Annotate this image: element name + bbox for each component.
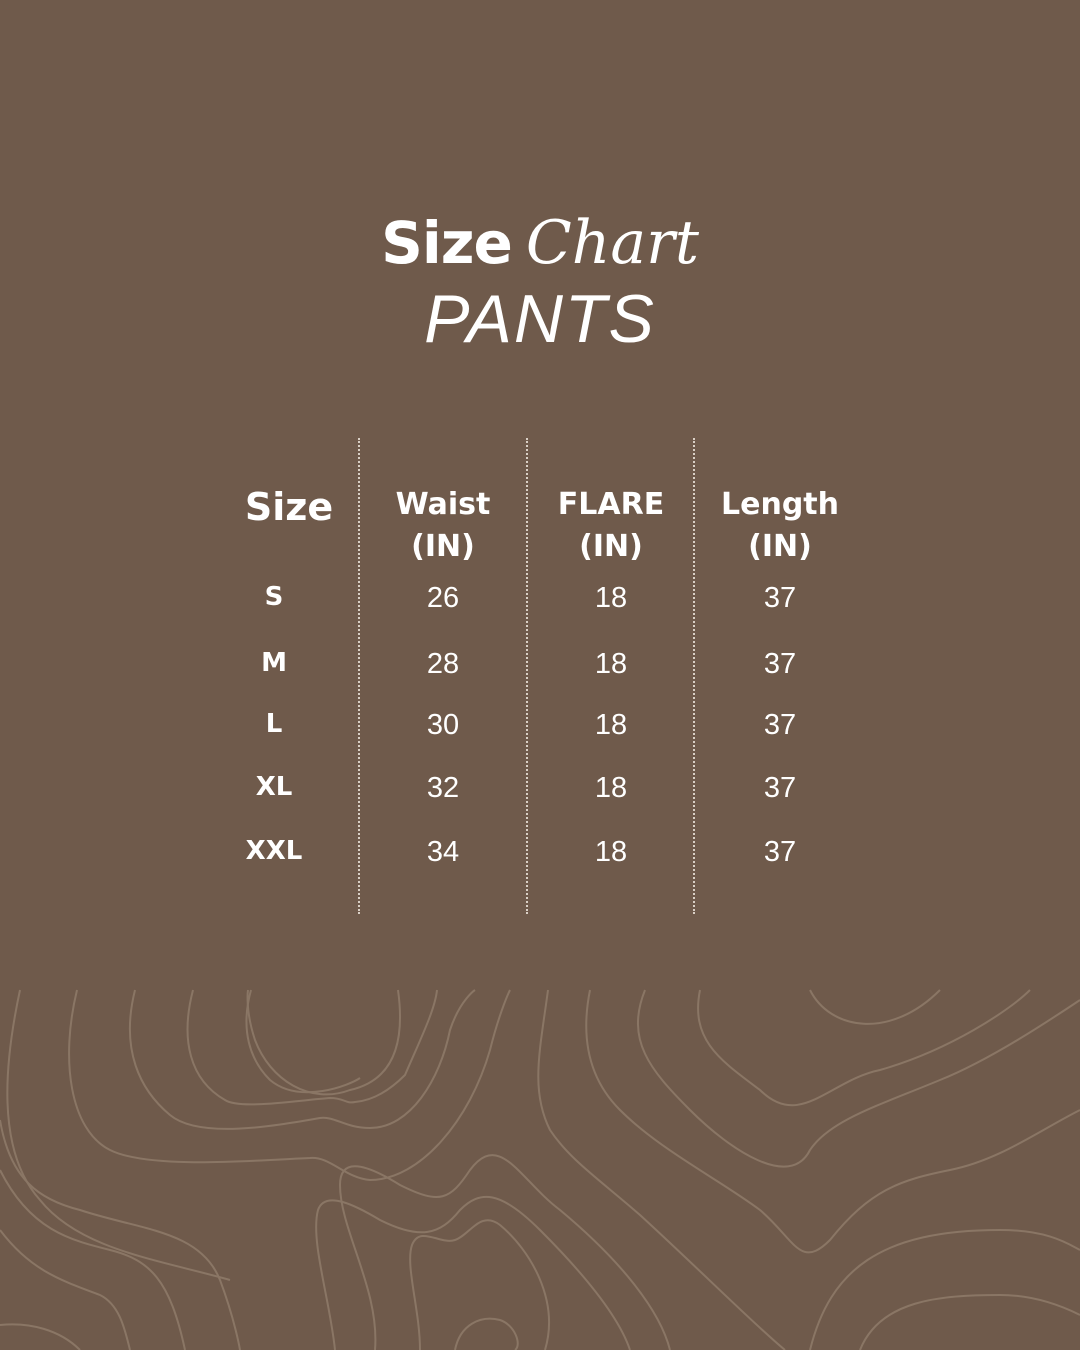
column-divider [693, 438, 695, 914]
column-divider [526, 438, 528, 914]
column-divider [358, 438, 360, 914]
title-size-chart: Size Chart [0, 208, 1080, 278]
size-cell: M [261, 648, 287, 678]
length-cell: 37 [763, 772, 797, 804]
flare-cell: 18 [594, 709, 628, 741]
header-waist-label: Waist [395, 487, 491, 522]
header-length: Length (IN) [696, 484, 864, 568]
waist-cell: 26 [426, 582, 460, 614]
flare-cell: 18 [594, 772, 628, 804]
flare-cell: 18 [594, 582, 628, 614]
length-cell: 37 [763, 836, 797, 868]
header-length-label: Length [721, 487, 839, 522]
header-waist: Waist (IN) [359, 484, 527, 568]
header-flare: FLARE (IN) [527, 484, 695, 568]
subtitle-pants: PANTS [424, 281, 656, 357]
header-flare-unit: (IN) [579, 529, 643, 564]
size-cell: L [265, 709, 283, 739]
waist-cell: 32 [426, 772, 460, 804]
waist-cell: 34 [426, 836, 460, 868]
header-length-unit: (IN) [748, 529, 812, 564]
size-cell: S [264, 582, 284, 612]
waist-cell: 30 [426, 709, 460, 741]
length-cell: 37 [763, 709, 797, 741]
size-cell: XL [255, 772, 293, 802]
waist-cell: 28 [426, 648, 460, 680]
header-flare-label: FLARE [557, 487, 665, 522]
size-cell: XXL [245, 836, 303, 866]
header-waist-unit: (IN) [411, 529, 475, 564]
flare-cell: 18 [594, 836, 628, 868]
length-cell: 37 [763, 582, 797, 614]
title-word-chart: Chart [525, 208, 699, 278]
header-size: Size [244, 485, 334, 529]
flare-cell: 18 [594, 648, 628, 680]
length-cell: 37 [763, 648, 797, 680]
title-word-size: Size [381, 209, 513, 277]
